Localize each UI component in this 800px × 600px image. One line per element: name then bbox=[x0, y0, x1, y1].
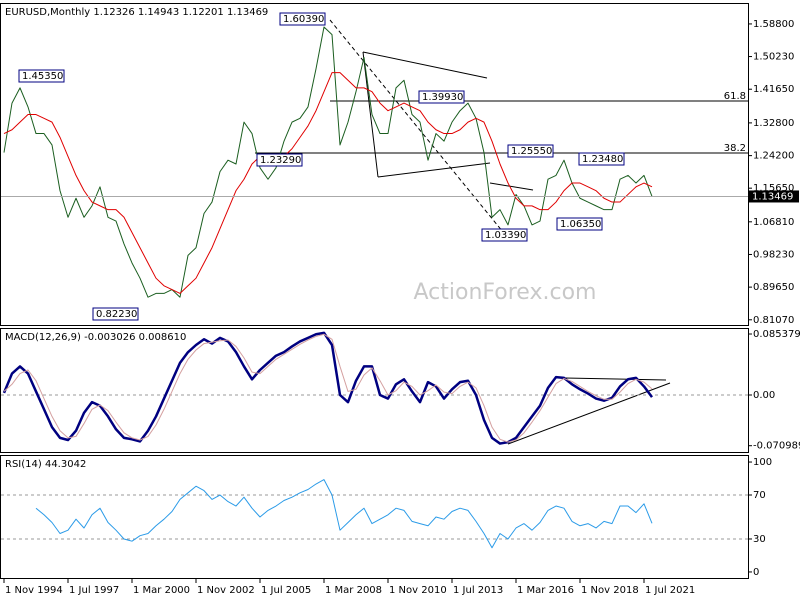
watermark: ActionForex.com bbox=[414, 280, 597, 305]
panel-title: MACD(12,26,9) -0.003026 0.008610 bbox=[5, 332, 186, 343]
y-tick-label: 30 bbox=[753, 534, 766, 545]
y-tick-label: 70 bbox=[753, 490, 766, 501]
annotation-box bbox=[418, 90, 465, 104]
y-tick-label: 0 bbox=[753, 567, 759, 578]
annotation-box bbox=[556, 217, 603, 231]
y-tick-label: 1.24200 bbox=[753, 151, 794, 162]
annotation-label: 1.25550 bbox=[511, 146, 552, 157]
annotation-label: 1.60390 bbox=[283, 14, 324, 25]
series-line bbox=[3, 26, 653, 298]
panel-title: RSI(14) 44.3042 bbox=[5, 459, 86, 470]
annotation-box bbox=[507, 144, 554, 158]
macd-trendline bbox=[507, 382, 671, 445]
x-tick-label: 1 Nov 2018 bbox=[581, 585, 639, 596]
trendline bbox=[329, 19, 504, 233]
y-tick-label: 100 bbox=[753, 457, 772, 468]
annotation-box bbox=[481, 228, 528, 242]
y-tick-label: 1.50230 bbox=[753, 52, 794, 63]
annotation-box bbox=[92, 307, 139, 321]
last-price-label: 1.13469 bbox=[752, 191, 793, 202]
fib-label: 61.8 bbox=[724, 91, 746, 102]
price-panel bbox=[0, 3, 749, 326]
y-tick-label: 0.98230 bbox=[753, 249, 794, 260]
annotation-box bbox=[18, 69, 65, 83]
trendline bbox=[362, 51, 488, 79]
y-tick-label: 1.58800 bbox=[753, 19, 794, 30]
trendline bbox=[362, 51, 379, 178]
macd-trendline bbox=[564, 377, 667, 381]
annotation-label: 1.03390 bbox=[485, 230, 526, 241]
x-tick-label: 1 Jul 2013 bbox=[453, 585, 503, 596]
x-tick-label: 1 Nov 2002 bbox=[197, 585, 255, 596]
annotation-label: 0.82230 bbox=[96, 309, 137, 320]
series-line bbox=[35, 479, 653, 549]
annotation-box bbox=[279, 12, 326, 26]
y-tick-label: 1.32800 bbox=[753, 118, 794, 129]
x-tick-label: 1 Mar 2008 bbox=[325, 585, 382, 596]
annotation-label: 1.23480 bbox=[582, 154, 623, 165]
x-tick-label: 1 Nov 1994 bbox=[5, 585, 63, 596]
y-tick-label: 0.81070 bbox=[753, 315, 794, 326]
annotation-label: 1.39930 bbox=[422, 92, 463, 103]
series-line bbox=[3, 72, 653, 294]
series-line bbox=[3, 333, 653, 443]
x-tick-label: 1 Mar 2016 bbox=[517, 585, 574, 596]
x-tick-label: 1 Jul 1997 bbox=[69, 585, 119, 596]
rsi-panel bbox=[0, 455, 749, 579]
y-tick-label: 0.00 bbox=[753, 390, 775, 401]
x-tick-label: 1 Jul 2005 bbox=[261, 585, 311, 596]
macd-panel bbox=[0, 328, 749, 453]
fib-label: 38.2 bbox=[724, 143, 746, 154]
annotation-label: 1.45350 bbox=[22, 71, 63, 82]
x-tick-label: 1 Jul 2021 bbox=[645, 585, 695, 596]
y-tick-label: 1.41650 bbox=[753, 84, 794, 95]
y-tick-label: 0.89650 bbox=[753, 282, 794, 293]
x-tick-label: 1 Mar 2000 bbox=[133, 585, 190, 596]
y-tick-label: 1.06810 bbox=[753, 217, 794, 228]
x-tick-label: 1 Nov 2010 bbox=[389, 585, 447, 596]
annotation-box bbox=[578, 152, 625, 166]
trendlines bbox=[255, 19, 748, 445]
y-tick-label: 0.085379 bbox=[753, 329, 800, 340]
annotation-box bbox=[256, 153, 303, 167]
y-tick-label: 1.15650 bbox=[753, 183, 794, 194]
y-tick-label: -0.070989 bbox=[753, 441, 800, 452]
series-line bbox=[2, 331, 654, 445]
trendline bbox=[489, 182, 534, 191]
last-price-box bbox=[749, 190, 799, 203]
panel-title: EURUSD,Monthly 1.12326 1.14943 1.12201 1… bbox=[5, 7, 268, 18]
annotation-label: 1.06350 bbox=[560, 219, 601, 230]
trendline bbox=[377, 162, 491, 178]
annotation-label: 1.23290 bbox=[260, 155, 301, 166]
